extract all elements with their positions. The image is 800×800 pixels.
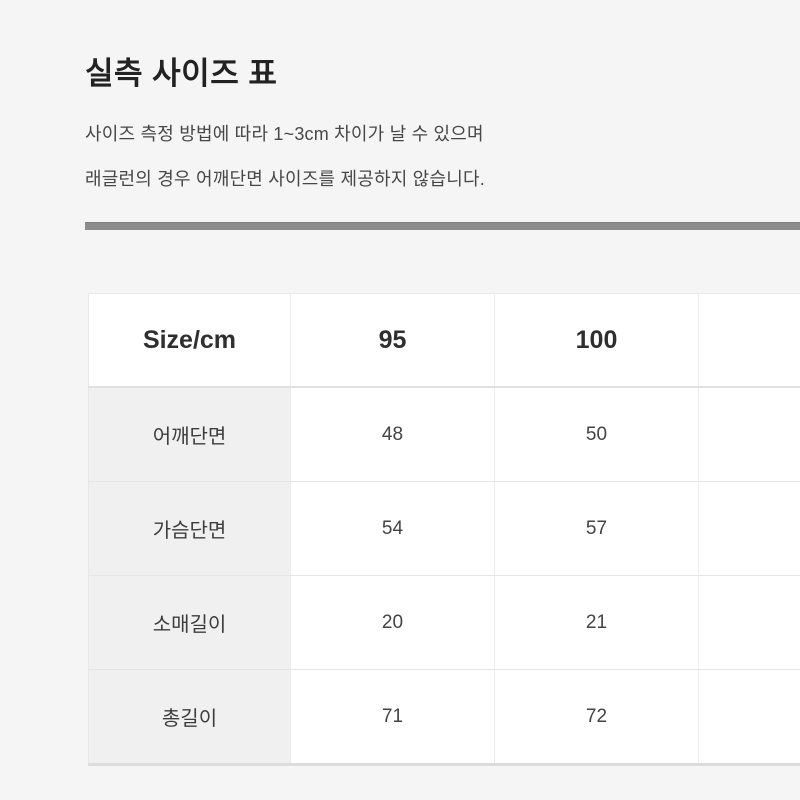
table-row-total-length: 총길이 71 72 [88, 669, 800, 765]
row-label-shoulder: 어깨단면 [88, 387, 291, 482]
cell-chest-95: 54 [290, 481, 495, 576]
page-title: 실측 사이즈 표 [85, 56, 278, 91]
cell-sleeve-95: 20 [290, 575, 495, 670]
cell-total-length-95: 71 [290, 669, 495, 765]
size-table: Size/cm 95 100 어깨단면 48 50 가슴단면 54 57 소매길… [88, 293, 800, 766]
cell-shoulder-95: 48 [290, 387, 495, 482]
size-table-header-row: Size/cm 95 100 [88, 293, 800, 388]
header-cell-size-unit: Size/cm [88, 293, 291, 388]
size-note-line-1: 사이즈 측정 방법에 따라 1~3cm 차이가 날 수 있으며 [85, 124, 484, 144]
row-label-chest: 가슴단면 [88, 481, 291, 576]
cell-sleeve-100: 21 [494, 575, 699, 670]
cell-chest-clipped [698, 481, 800, 576]
table-row-chest: 가슴단면 54 57 [88, 481, 800, 576]
header-cell-size-clipped [698, 293, 800, 388]
section-divider [85, 222, 800, 230]
row-label-total-length: 총길이 [88, 669, 291, 765]
cell-shoulder-100: 50 [494, 387, 699, 482]
size-note-line-2: 래글런의 경우 어깨단면 사이즈를 제공하지 않습니다. [85, 169, 485, 189]
row-label-sleeve: 소매길이 [88, 575, 291, 670]
cell-total-length-clipped [698, 669, 800, 765]
table-row-shoulder: 어깨단면 48 50 [88, 387, 800, 482]
cell-shoulder-clipped [698, 387, 800, 482]
table-row-sleeve: 소매길이 20 21 [88, 575, 800, 670]
cell-chest-100: 57 [494, 481, 699, 576]
cell-sleeve-clipped [698, 575, 800, 670]
cell-total-length-100: 72 [494, 669, 699, 765]
header-cell-size-100: 100 [494, 293, 699, 388]
header-cell-size-95: 95 [290, 293, 495, 388]
